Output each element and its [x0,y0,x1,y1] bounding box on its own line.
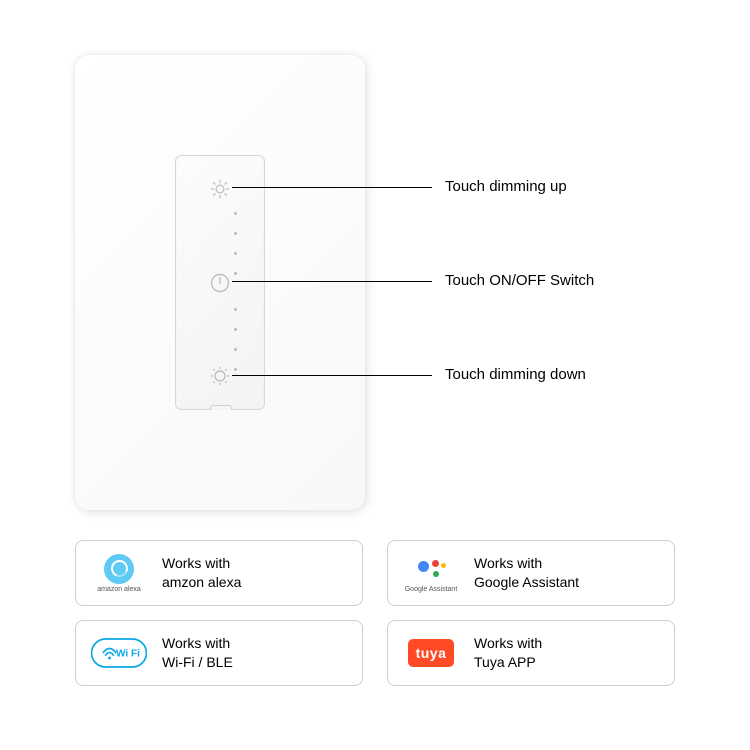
dim-up-button[interactable] [176,174,264,204]
callout-label-power: Touch ON/OFF Switch [445,272,594,289]
dim-down-button[interactable] [176,361,264,391]
google-assistant-icon: Google Assistant [400,548,462,598]
badge-tuya: tuya Works with Tuya APP [387,620,675,686]
badge-google-text: Works with Google Assistant [474,554,579,592]
badge-google: Google Assistant Works with Google Assis… [387,540,675,606]
badge-wifi-text: Works with Wi-Fi / BLE [162,634,233,672]
callout-line-dim-down [232,375,432,376]
panel-tab [210,405,232,410]
level-dots-upper [234,212,237,275]
power-button[interactable] [176,268,264,298]
wifi-icon: Wi Fi [88,628,150,678]
device-faceplate [75,55,365,510]
callout-label-dim-down: Touch dimming down [445,366,586,383]
wifi-text: Wi Fi [116,648,140,659]
badge-wifi: Wi Fi Works with Wi-Fi / BLE [75,620,363,686]
tuya-icon: tuya [400,628,462,678]
badge-alexa-text: Works with amzon alexa [162,554,241,592]
callout-line-dim-up [232,187,432,188]
compatibility-badges: amazon alexa Works with amzon alexa Goog… [75,540,675,686]
badge-alexa: amazon alexa Works with amzon alexa [75,540,363,606]
callout-line-power [232,281,432,282]
brightness-up-icon [209,178,231,200]
badge-tuya-text: Works with Tuya APP [474,634,542,672]
alexa-icon: amazon alexa [88,548,150,598]
callout-label-dim-up: Touch dimming up [445,178,567,195]
brightness-down-icon [208,364,232,388]
switch-panel [175,155,265,410]
power-icon [208,271,232,295]
